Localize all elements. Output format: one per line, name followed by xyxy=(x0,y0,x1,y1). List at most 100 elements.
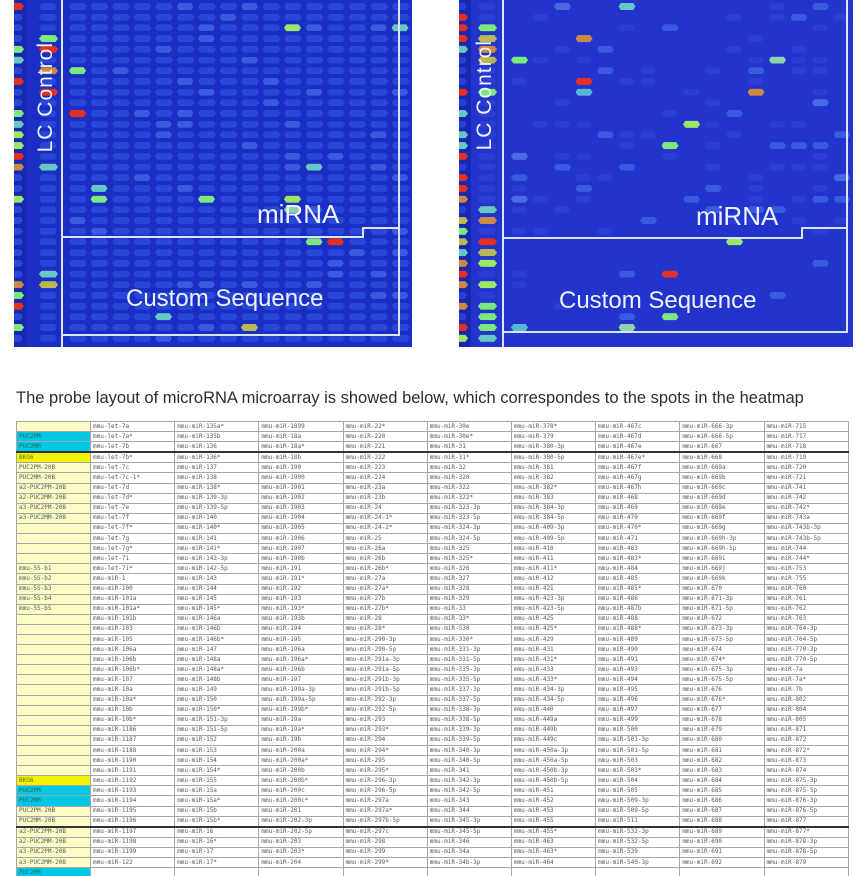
probe-cell: mmu-miR-878-5p xyxy=(763,846,849,859)
probe-cell: mmu-miR-101a xyxy=(89,593,176,605)
array-spot xyxy=(241,313,259,321)
probe-cell: mmu-let-7a xyxy=(89,421,176,433)
array-spot xyxy=(90,313,109,321)
array-spot xyxy=(39,281,58,289)
array-spot xyxy=(133,238,152,246)
array-spot xyxy=(112,3,130,10)
probe-cell: mmu-miR-141* xyxy=(174,543,260,555)
array-spot xyxy=(155,313,172,321)
probe-cell: mmu-miR-671-3p xyxy=(679,593,765,605)
array-spot xyxy=(176,195,195,203)
array-spot xyxy=(198,195,215,203)
array-spot xyxy=(241,131,259,139)
array-spot xyxy=(133,206,152,214)
array-spot xyxy=(39,110,57,117)
array-spot xyxy=(262,131,281,139)
control-label-cell: BKG6 xyxy=(16,451,91,464)
array-spot xyxy=(39,3,57,10)
array-spot xyxy=(284,227,302,235)
probe-cell: mmu-miR-200c* xyxy=(258,795,344,807)
array-spot xyxy=(241,227,259,235)
array-spot xyxy=(112,24,130,32)
probe-cell: mmu-miR-324-3p xyxy=(426,522,512,535)
array-spot xyxy=(370,120,388,128)
probe-cell: mmu-miR-16 xyxy=(174,826,260,838)
probe-cell: mmu-miR-27b* xyxy=(342,603,428,615)
probe-cell: mmu-miR-30e xyxy=(426,421,512,433)
array-spot xyxy=(661,270,679,278)
probe-cell: mmu-miR-154 xyxy=(174,755,260,767)
array-spot xyxy=(198,313,216,321)
probe-cell: mmu-miR-764-5p xyxy=(763,633,849,646)
probe-cell: mmu-miR-27b xyxy=(342,593,428,605)
array-spot xyxy=(348,88,367,96)
array-spot xyxy=(112,227,130,235)
array-spot xyxy=(284,291,302,299)
array-spot xyxy=(262,281,281,289)
array-spot xyxy=(348,313,367,321)
probe-cell: mmu-miR-1191 xyxy=(89,765,176,777)
probe-cell: mmu-miR-151-3p xyxy=(174,714,260,726)
array-spot xyxy=(112,67,129,75)
array-spot xyxy=(769,206,786,214)
probe-cell: mmu-miR-423-3p xyxy=(510,593,597,605)
array-spot xyxy=(370,302,388,310)
array-spot xyxy=(133,313,152,321)
array-spot xyxy=(305,238,323,246)
array-spot xyxy=(618,131,635,139)
probe-cell: mmu-miR-878-3p xyxy=(763,836,849,848)
array-spot xyxy=(69,281,87,289)
array-spot xyxy=(39,99,57,107)
probe-cell: mmu-miR-1192 xyxy=(89,775,176,787)
array-spot xyxy=(39,45,58,53)
array-spot xyxy=(112,35,130,43)
array-spot xyxy=(176,67,195,75)
probe-cell: mmu-miR-467h xyxy=(595,482,681,494)
probe-cell: mmu-miR-141 xyxy=(174,533,260,545)
probe-cell: mmu-miR-297b-5p xyxy=(342,815,428,828)
array-spot xyxy=(155,259,173,267)
array-spot xyxy=(747,56,764,64)
array-spot xyxy=(155,88,173,96)
array-spot xyxy=(327,99,345,107)
array-spot xyxy=(459,142,468,150)
array-spot xyxy=(284,67,302,75)
array-spot xyxy=(133,249,152,257)
array-spot xyxy=(478,56,497,64)
array-spot xyxy=(327,120,345,128)
probe-cell: mmu-miR-676 xyxy=(679,684,765,696)
array-spot xyxy=(198,45,216,53)
array-spot xyxy=(133,302,152,310)
array-spot xyxy=(618,163,636,171)
table-row: mmu-5S-b3 mmu-miR-100 mmu-miR-144 mmu-miR-1… xyxy=(16,583,849,595)
array-spot xyxy=(348,3,367,10)
array-spot xyxy=(155,174,173,182)
probe-cell xyxy=(595,867,681,876)
array-spot xyxy=(219,56,238,64)
array-spot xyxy=(90,206,109,214)
array-spot xyxy=(176,163,195,171)
probe-cell: mmu-miR-329 xyxy=(426,593,512,605)
array-spot xyxy=(198,131,216,139)
probe-cell: mmu-miR-197 xyxy=(258,674,344,686)
array-spot xyxy=(176,334,195,342)
array-spot xyxy=(133,324,152,331)
array-spot xyxy=(241,206,259,214)
probe-cell: mmu-miR-7b xyxy=(763,684,849,696)
array-spot xyxy=(618,24,635,32)
array-spot xyxy=(478,324,497,331)
array-spot xyxy=(305,24,323,32)
array-spot xyxy=(478,152,496,160)
probe-cell: mmu-miR-669j xyxy=(679,563,765,575)
array-spot xyxy=(69,206,87,214)
array-spot xyxy=(618,324,636,331)
array-spot xyxy=(370,217,388,224)
array-spot xyxy=(305,270,324,278)
array-spot xyxy=(459,88,468,96)
probe-cell: mmu-miR-27a* xyxy=(342,583,428,595)
probe-cell: mmu-miR-18a xyxy=(258,431,344,443)
array-spot xyxy=(241,142,258,150)
array-spot xyxy=(219,45,238,53)
array-spot xyxy=(133,24,152,32)
array-spot xyxy=(726,45,742,53)
